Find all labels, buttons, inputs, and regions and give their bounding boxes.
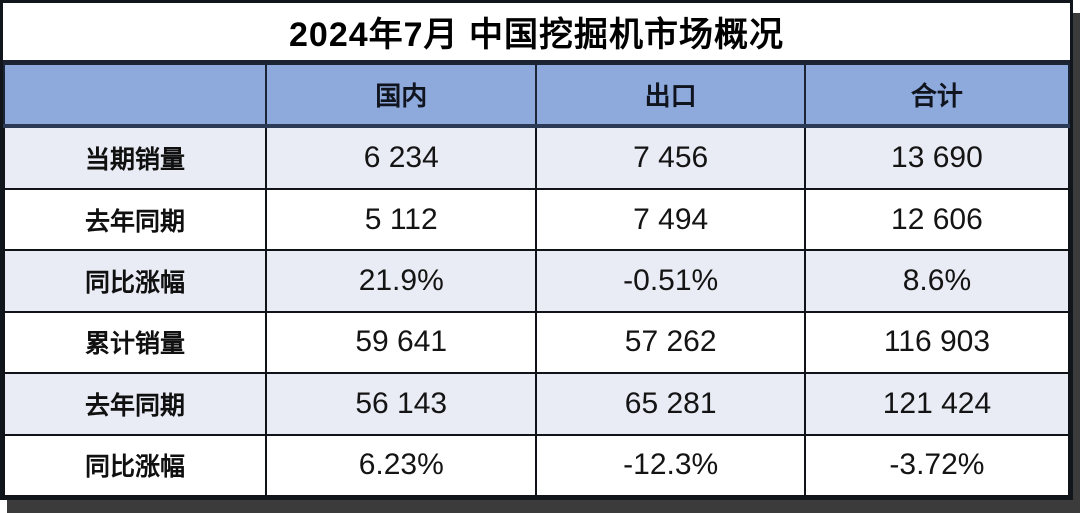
row-label-current-sales: 当期销量 bbox=[3, 125, 267, 190]
row-label-last-year-same-period: 去年同期 bbox=[3, 187, 267, 252]
cell-value: 121 424 bbox=[803, 372, 1071, 436]
cell-value: 116 903 bbox=[803, 310, 1071, 375]
cell-value: 7 494 bbox=[535, 187, 806, 252]
header-row: 国内 出口 合计 bbox=[3, 63, 1071, 128]
column-header-blank bbox=[3, 63, 267, 128]
cell-value: 21.9% bbox=[264, 249, 538, 313]
cell-value: -3.72% bbox=[803, 433, 1071, 498]
column-header-total: 合计 bbox=[803, 63, 1071, 128]
cell-value: 59 641 bbox=[264, 310, 538, 375]
row-label-cumulative-sales: 累计销量 bbox=[3, 310, 267, 375]
row-label-yoy-change-cumulative: 同比涨幅 bbox=[3, 433, 267, 498]
cell-value: 8.6% bbox=[803, 249, 1071, 313]
market-overview-table: 2024年7月 中国挖掘机市场概况 国内 出口 合计 当期销量 6 234 7 … bbox=[0, 0, 1073, 500]
cell-value: 13 690 bbox=[803, 125, 1071, 190]
table-row: 同比涨幅 6.23% -12.3% -3.72% bbox=[3, 433, 1071, 498]
table-row: 去年同期 5 112 7 494 12 606 bbox=[3, 187, 1071, 252]
table-row: 累计销量 59 641 57 262 116 903 bbox=[3, 310, 1071, 375]
cell-value: 57 262 bbox=[535, 310, 806, 375]
cell-value: 56 143 bbox=[264, 372, 538, 436]
cell-value: -0.51% bbox=[535, 249, 806, 313]
table-row: 当期销量 6 234 7 456 13 690 bbox=[3, 125, 1071, 190]
column-header-domestic: 国内 bbox=[264, 63, 538, 128]
column-header-export: 出口 bbox=[535, 63, 806, 128]
data-table: 国内 出口 合计 当期销量 6 234 7 456 13 690 去年同期 5 … bbox=[3, 63, 1071, 498]
table-row: 同比涨幅 21.9% -0.51% 8.6% bbox=[3, 249, 1071, 313]
title-bar: 2024年7月 中国挖掘机市场概况 bbox=[3, 3, 1070, 63]
cell-value: 65 281 bbox=[535, 372, 806, 436]
cell-value: 6.23% bbox=[264, 433, 538, 498]
table-row: 去年同期 56 143 65 281 121 424 bbox=[3, 372, 1071, 436]
row-label-yoy-change: 同比涨幅 bbox=[3, 249, 267, 313]
row-label-last-year-same-period-cumulative: 去年同期 bbox=[3, 372, 267, 436]
cell-value: 5 112 bbox=[264, 187, 538, 252]
cell-value: 7 456 bbox=[535, 125, 806, 190]
cell-value: 6 234 bbox=[264, 125, 538, 190]
cell-value: -12.3% bbox=[535, 433, 806, 498]
cell-value: 12 606 bbox=[803, 187, 1071, 252]
page-title: 2024年7月 中国挖掘机市场概况 bbox=[289, 16, 784, 54]
